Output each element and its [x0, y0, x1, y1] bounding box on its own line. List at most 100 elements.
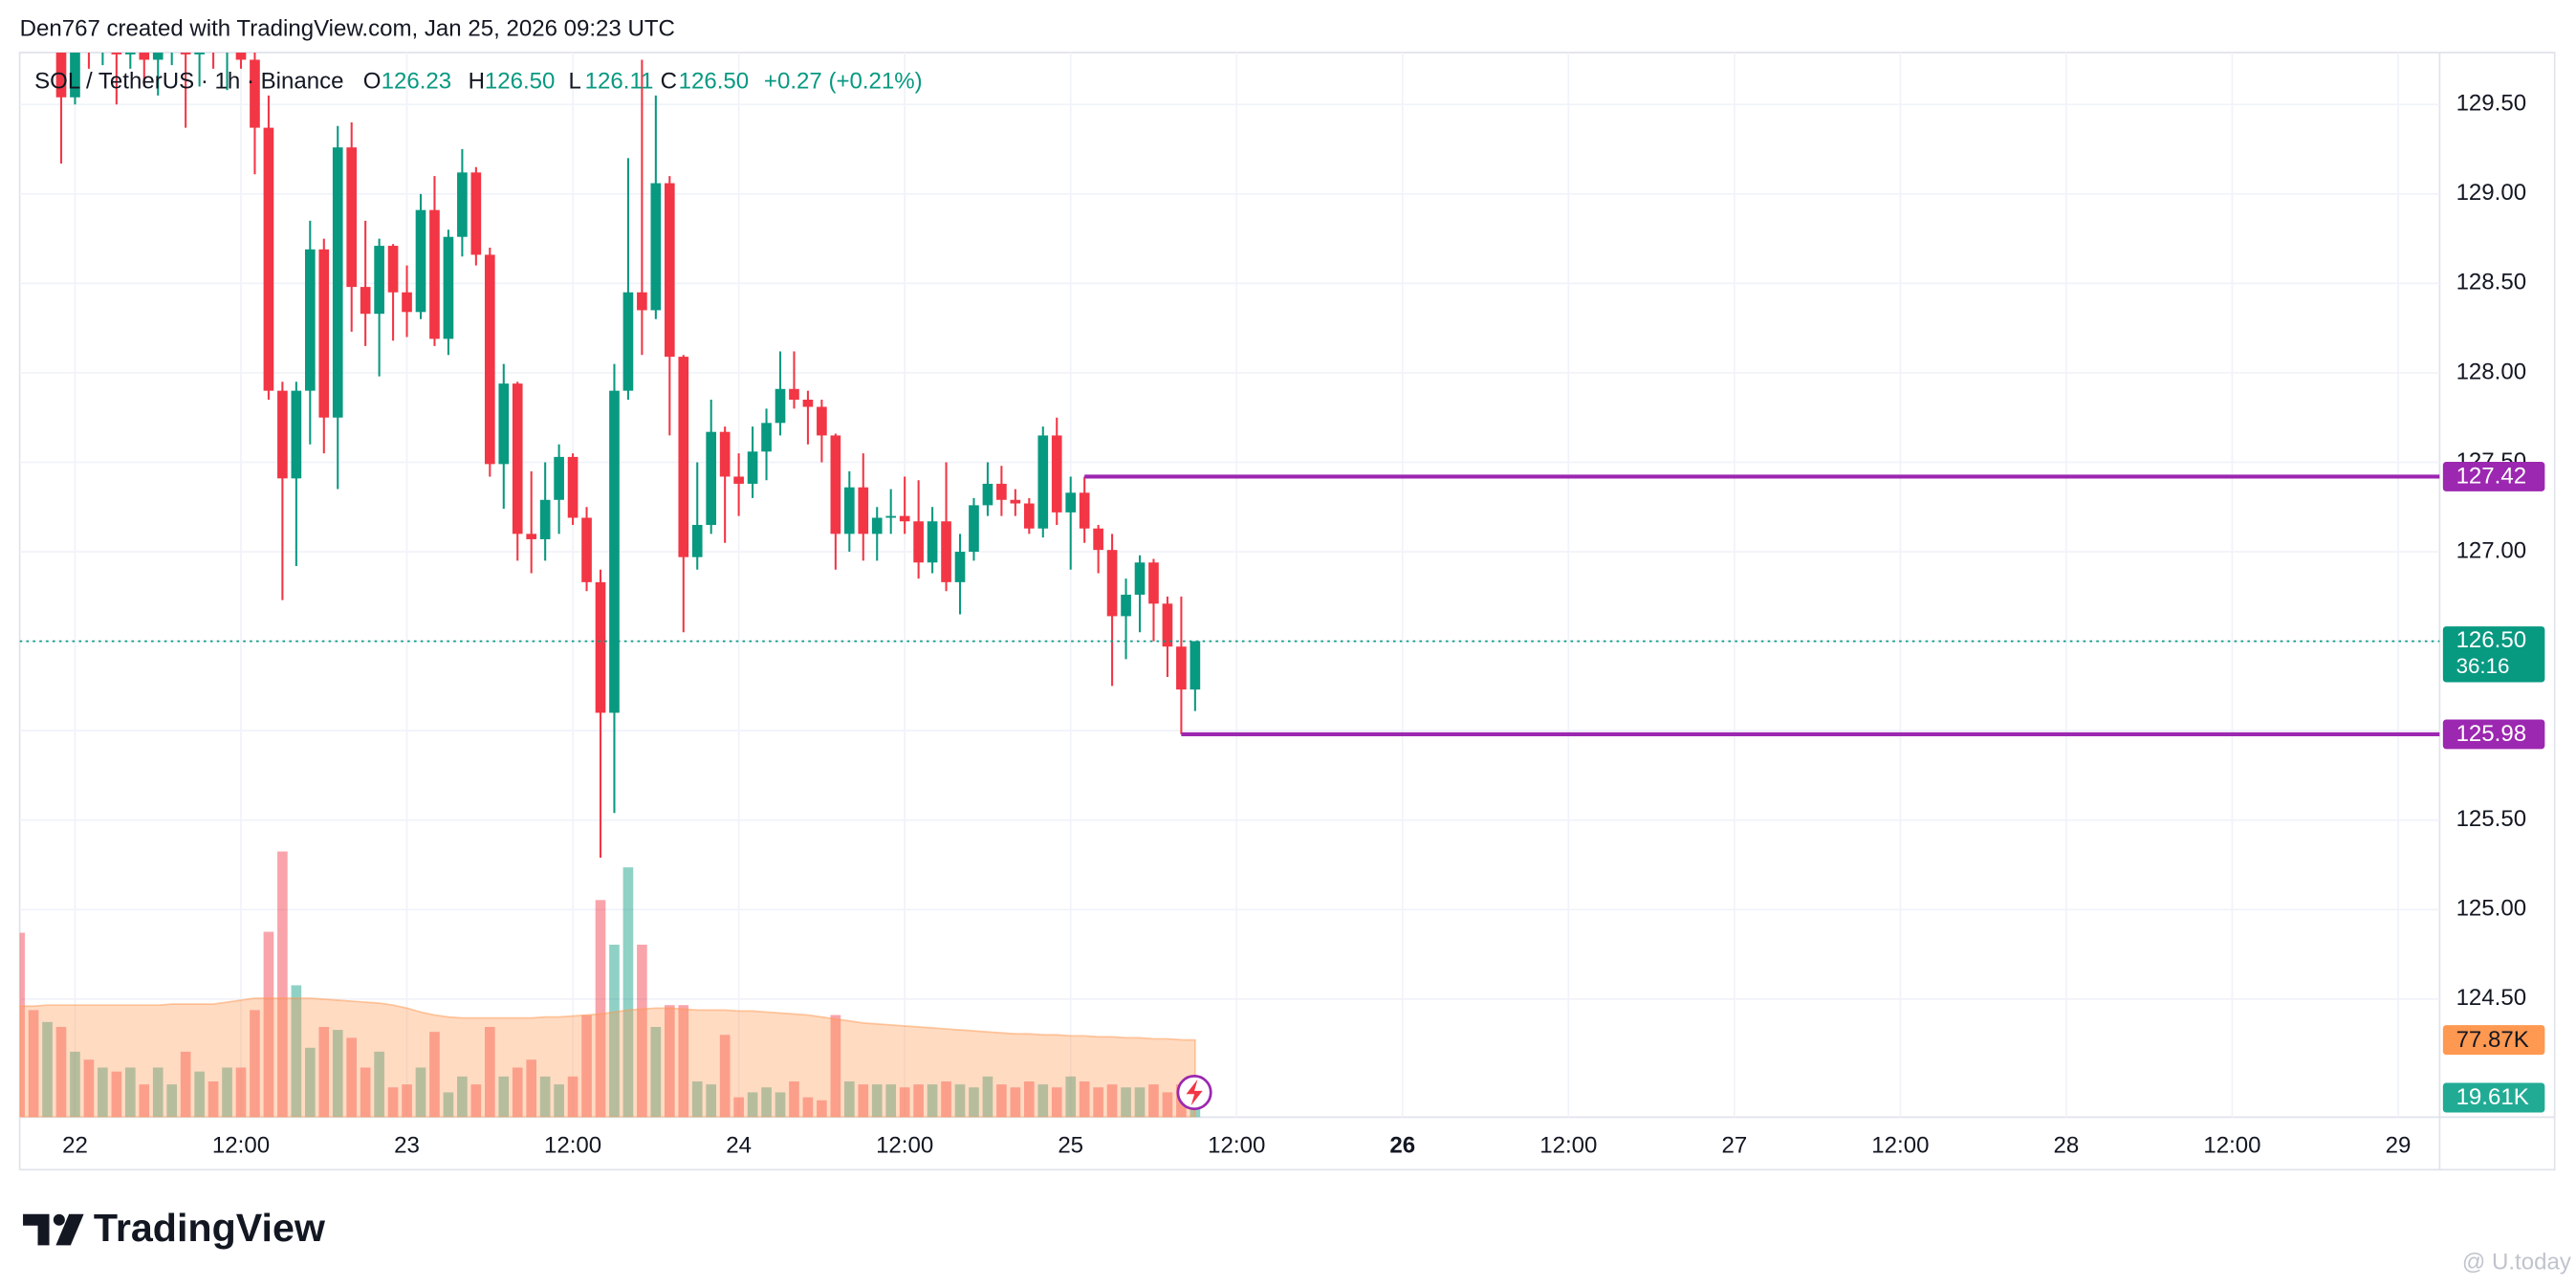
candle-body [789, 388, 799, 400]
volume-bar [457, 1076, 468, 1118]
volume-bar [996, 1084, 1007, 1118]
last-price-box [2442, 626, 2545, 683]
ohlc-value: 126.50 [485, 68, 556, 94]
candle-body [969, 505, 979, 553]
volume-bar [1023, 1081, 1035, 1118]
volume-bar [871, 1084, 883, 1118]
candle-body [581, 517, 592, 582]
volume-bar [304, 1047, 316, 1118]
candle-body [1148, 562, 1159, 604]
chart-frame [18, 52, 2556, 1171]
ohlc-value: 126.50 [679, 68, 750, 94]
candle-body [913, 521, 924, 563]
volume-bar [360, 1067, 371, 1118]
volume-bar [55, 1026, 67, 1118]
x-tick-label: 12:00 [2203, 1133, 2260, 1159]
level-label: 127.42 [2456, 464, 2527, 490]
candle-body [1023, 503, 1035, 529]
y-tick-label: 125.00 [2456, 896, 2527, 922]
candle-body [498, 383, 510, 465]
candle-body [277, 390, 288, 479]
candle-body [678, 357, 689, 557]
volume-bar [761, 1087, 772, 1118]
volume-bar [941, 1081, 951, 1118]
candle-body [70, 52, 80, 98]
candle-body [318, 249, 330, 418]
volume-label: 77.87K [2456, 1027, 2529, 1053]
volume-bar [637, 944, 647, 1118]
legend: SOL / TetherUS · 1h · Binance O 126.23 H 12… [34, 68, 923, 94]
volume-bar [346, 1037, 358, 1118]
ohlc-key: L [568, 68, 580, 94]
candle-body [996, 483, 1007, 500]
candle-body [706, 431, 717, 525]
candle-body [954, 552, 966, 582]
volume-bar [664, 1005, 675, 1118]
candle-body [470, 172, 482, 255]
candle-body [1162, 603, 1173, 647]
countdown: 36:16 [2456, 654, 2510, 678]
volume-bar [111, 1071, 122, 1118]
volume-bar [180, 1051, 191, 1118]
plot-area [19, 52, 2440, 1118]
candle-body [747, 451, 758, 484]
candle-body [871, 517, 883, 534]
candle-body [691, 524, 703, 557]
x-tick-label: 27 [1721, 1133, 1747, 1159]
x-tick-label: 12:00 [1871, 1133, 1929, 1159]
volume-bar [789, 1081, 799, 1118]
volume-bar [291, 985, 302, 1118]
candle-body [139, 52, 150, 60]
candle-body [539, 499, 551, 539]
ohlc-key: O [363, 68, 382, 94]
candle-body [775, 388, 786, 424]
candle-body [899, 515, 910, 522]
x-tick-label: 26 [1389, 1133, 1415, 1159]
volume-bar [567, 1076, 579, 1118]
ohlc-value: 126.11 [585, 68, 654, 94]
volume-bar [650, 1026, 662, 1118]
candle-body [526, 534, 537, 539]
volume-bar [969, 1087, 979, 1118]
volume-label: 19.61K [2456, 1084, 2529, 1110]
volume-bar [207, 1081, 219, 1118]
symbol: SOL / TetherUS · 1h · Binance [34, 68, 343, 94]
x-tick-label: 12:00 [1539, 1133, 1597, 1159]
candle-body [1190, 641, 1201, 690]
x-tick-label: 12:00 [212, 1133, 270, 1159]
volume-bar [554, 1084, 564, 1118]
x-tick-label: 12:00 [876, 1133, 933, 1159]
volume-bar [277, 851, 288, 1118]
ohlc-key: C [661, 68, 677, 94]
ohlc-value: 126.23 [382, 68, 452, 94]
volume-bar [1093, 1087, 1103, 1118]
candle-body [664, 183, 675, 358]
candle-body [941, 521, 951, 582]
volume-bar [733, 1097, 744, 1118]
candle-body [415, 209, 426, 313]
volume-bar [622, 867, 634, 1118]
volume-bar [484, 1026, 495, 1118]
x-tick-label: 22 [62, 1133, 88, 1159]
candle-body [484, 254, 495, 465]
change: +0.27 (+0.21%) [764, 68, 923, 94]
volume-bar [512, 1067, 523, 1118]
candle-body [512, 383, 523, 534]
volume-bar [235, 1067, 247, 1118]
x-tick-label: 25 [1058, 1133, 1083, 1159]
volume-bar [470, 1084, 482, 1118]
candle-body [111, 52, 122, 55]
volume-bar [526, 1059, 537, 1118]
volume-bar [817, 1100, 827, 1118]
volume-bar [982, 1076, 993, 1118]
volume-bar [775, 1092, 786, 1118]
candle-body [843, 487, 855, 534]
candle-body [554, 456, 564, 500]
volume-bar [539, 1076, 551, 1118]
candle-body [402, 292, 412, 313]
volume-bar [222, 1067, 232, 1118]
volume-bar [166, 1084, 178, 1118]
volume-bar [899, 1087, 910, 1118]
volume-bar [1065, 1076, 1077, 1118]
candle-body [443, 236, 454, 339]
